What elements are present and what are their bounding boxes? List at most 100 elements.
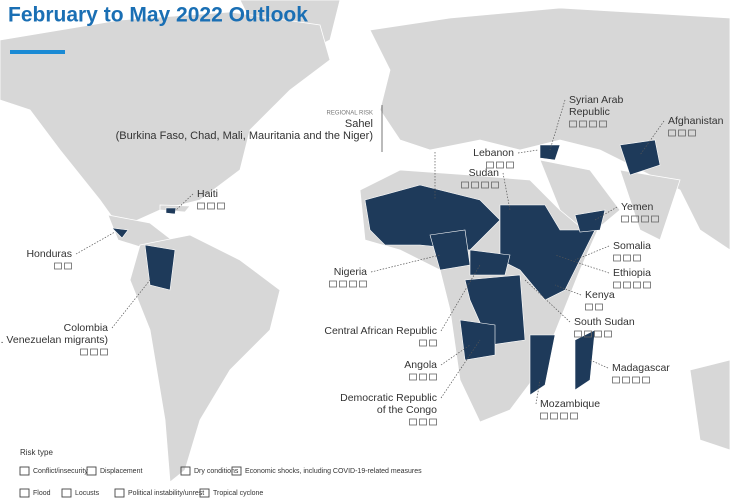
legend-item: Displacement: [100, 468, 142, 475]
risk-icon: [560, 412, 568, 420]
country-label: Sudan: [469, 167, 500, 179]
leader-line: [594, 206, 618, 221]
country-label: Afghanistan: [668, 115, 724, 127]
risk-icon: [579, 120, 587, 128]
country-label: Central African Republic: [324, 325, 437, 337]
country-detail: of the Congo: [377, 404, 437, 416]
leader-line: [175, 193, 194, 211]
risk-icon: [409, 418, 417, 426]
country-label: South Sudan: [574, 316, 635, 328]
risk-icon: [589, 120, 597, 128]
risk-icon: [197, 202, 205, 210]
risk-icon: [329, 280, 337, 288]
legend-icon: [61, 488, 72, 498]
risk-icon: [631, 215, 639, 223]
title-underline: [10, 50, 65, 54]
risk-icon: [668, 129, 676, 137]
risk-icon: [688, 129, 696, 137]
risk-icon: [633, 281, 641, 289]
legend-icon: [86, 466, 97, 476]
base-map: [0, 0, 730, 483]
risk-icon: [429, 339, 437, 347]
risk-icon: [349, 280, 357, 288]
country-detail: Republic: [569, 106, 610, 118]
risk-icon: [64, 262, 72, 270]
legend-icon: [19, 466, 30, 476]
region-name: Sahel: [345, 118, 373, 130]
leader-line: [502, 172, 511, 211]
risk-icon: [496, 161, 504, 169]
risk-icon: [574, 330, 582, 338]
legend-icon: [199, 488, 210, 498]
risk-icon: [623, 281, 631, 289]
legend-item: Political instability/unrest: [128, 490, 204, 497]
country-label: Somalia: [613, 240, 651, 252]
risk-icon: [678, 129, 686, 137]
leader-line: [517, 149, 539, 154]
legend-item: Economic shocks, including COVID-19-rela…: [245, 468, 422, 475]
legend-item: Dry conditions: [194, 468, 239, 475]
country-label: Yemen: [621, 201, 653, 213]
risk-icon: [633, 254, 641, 262]
risk-icon: [506, 161, 514, 169]
risk-icon: [643, 281, 651, 289]
risk-icon: [632, 376, 640, 384]
risk-icon: [584, 330, 592, 338]
leader-line: [524, 279, 571, 323]
risk-icon: [54, 262, 62, 270]
legend-item: Tropical cyclone: [213, 490, 263, 497]
leader-line: [589, 359, 609, 369]
risk-icon: [486, 161, 494, 169]
risk-icon: [570, 412, 578, 420]
legend-item: Locusts: [75, 490, 100, 497]
risk-icon: [642, 376, 650, 384]
risk-icon: [595, 303, 603, 311]
risk-icon: [569, 120, 577, 128]
risk-icon: [491, 181, 499, 189]
leader-line: [111, 279, 151, 329]
region-detail: (Burkina Faso, Chad, Mali, Mauritania an…: [116, 130, 373, 142]
legend-item: Conflict/insecurity: [33, 468, 88, 475]
regional-tag: REGIONAL RISK: [327, 111, 373, 117]
risk-icon: [429, 373, 437, 381]
legend-icon: [231, 466, 242, 476]
leader-line: [535, 379, 541, 405]
country-label: Colombia: [64, 322, 109, 334]
risk-icon: [613, 281, 621, 289]
country-detail: (incl. Venezuelan migrants): [0, 334, 108, 346]
risk-icon: [651, 215, 659, 223]
risk-icon: [612, 376, 620, 384]
title: February to May 2022 Outlook: [8, 4, 308, 27]
risk-icon: [641, 215, 649, 223]
country-label: Honduras: [26, 248, 72, 260]
risk-icon: [550, 412, 558, 420]
risk-icon: [207, 202, 215, 210]
country-label: Kenya: [585, 289, 615, 301]
leader-line: [440, 264, 481, 332]
country-label: Lebanon: [473, 147, 514, 159]
country-label: Ethiopia: [613, 267, 651, 279]
leader-line: [440, 339, 481, 399]
leader-line: [75, 231, 116, 255]
legend-title: Risk type: [20, 448, 53, 457]
risk-icon: [613, 254, 621, 262]
legend-item: Flood: [33, 490, 51, 497]
risk-icon: [604, 330, 612, 338]
sahel-callout: REGIONAL RISK Sahel (Burkina Faso, Chad,…: [116, 105, 436, 200]
country-label: Syrian Arab: [569, 94, 623, 106]
risk-icon: [419, 339, 427, 347]
risk-icon: [80, 348, 88, 356]
risk-icon: [623, 254, 631, 262]
risk-icon: [461, 181, 469, 189]
legend: Risk type Conflict/insecurity Displacemen…: [19, 448, 422, 498]
country-label: Mozambique: [540, 398, 600, 410]
risk-icon: [481, 181, 489, 189]
risk-icon: [90, 348, 98, 356]
risk-icon: [419, 373, 427, 381]
risk-icon: [359, 280, 367, 288]
risk-icon: [585, 303, 593, 311]
risk-icon: [339, 280, 347, 288]
country-label: Nigeria: [334, 266, 367, 278]
risk-icon: [429, 418, 437, 426]
